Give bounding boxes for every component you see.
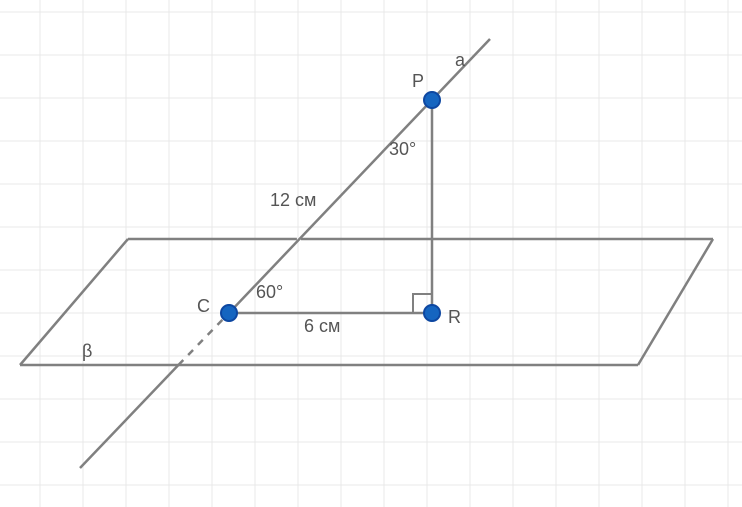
- line-a-dashed: [178, 313, 229, 365]
- label-C: C: [197, 296, 210, 317]
- label-len6: 6 см: [304, 316, 340, 337]
- point-R: [424, 305, 440, 321]
- plane-edge-right: [638, 239, 713, 365]
- label-len12: 12 см: [270, 190, 316, 211]
- label-a: a: [455, 50, 465, 71]
- label-R: R: [448, 307, 461, 328]
- label-angle60: 60°: [256, 282, 283, 303]
- point-C: [221, 305, 237, 321]
- point-P: [424, 92, 440, 108]
- label-angle30: 30°: [389, 139, 416, 160]
- geometry-diagram: [0, 0, 742, 507]
- label-beta: β: [82, 341, 92, 362]
- plane-edge-left: [20, 239, 128, 365]
- label-P: P: [412, 71, 424, 92]
- line-a-upper: [229, 39, 490, 313]
- line-a-lower: [80, 365, 178, 468]
